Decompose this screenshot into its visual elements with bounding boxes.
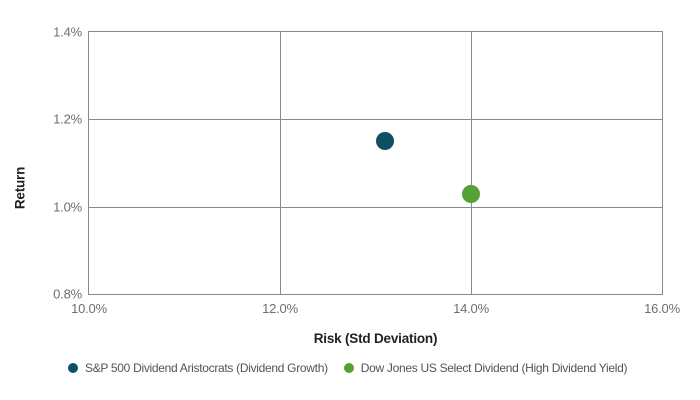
y-axis-tick-label: 1.0%	[53, 199, 82, 215]
y-axis-title: Return	[12, 166, 28, 210]
y-axis-tick-label: 1.4%	[53, 24, 82, 40]
x-axis-title: Risk (Std Deviation)	[313, 331, 438, 346]
legend-item-sp500-dividend-aristocrats: S&P 500 Dividend Aristocrats (Dividend G…	[68, 361, 328, 375]
y-axis-tick-label: 0.8%	[53, 286, 82, 302]
legend-label: Dow Jones US Select Dividend (High Divid…	[360, 361, 628, 375]
legend-label: S&P 500 Dividend Aristocrats (Dividend G…	[85, 361, 328, 375]
data-point	[376, 132, 395, 151]
legend-item-dow-jones-select-dividend: Dow Jones US Select Dividend (High Divid…	[343, 361, 628, 375]
legend-marker-icon	[343, 363, 354, 373]
legend-marker-icon	[68, 363, 78, 373]
vertical-gridline	[280, 32, 281, 294]
x-axis-tick-label: 14.0%	[453, 301, 489, 316]
horizontal-gridline	[89, 119, 662, 121]
plot-area: 10.0% 12.0% 14.0% 16.0% 0.8% 1.0% 1.2% 1.4%	[53, 25, 680, 317]
horizontal-gridline	[89, 206, 662, 208]
x-axis-tick-label: 12.0%	[262, 301, 298, 316]
data-point	[462, 184, 480, 203]
x-axis-tick-label: 10.0%	[71, 301, 107, 316]
vertical-gridline	[471, 32, 472, 294]
y-axis-tick-label: 1.2%	[53, 111, 82, 127]
x-axis-tick-label: 16.0%	[644, 301, 680, 316]
chart-legend: S&P 500 Dividend Aristocrats (Dividend G…	[68, 361, 668, 375]
